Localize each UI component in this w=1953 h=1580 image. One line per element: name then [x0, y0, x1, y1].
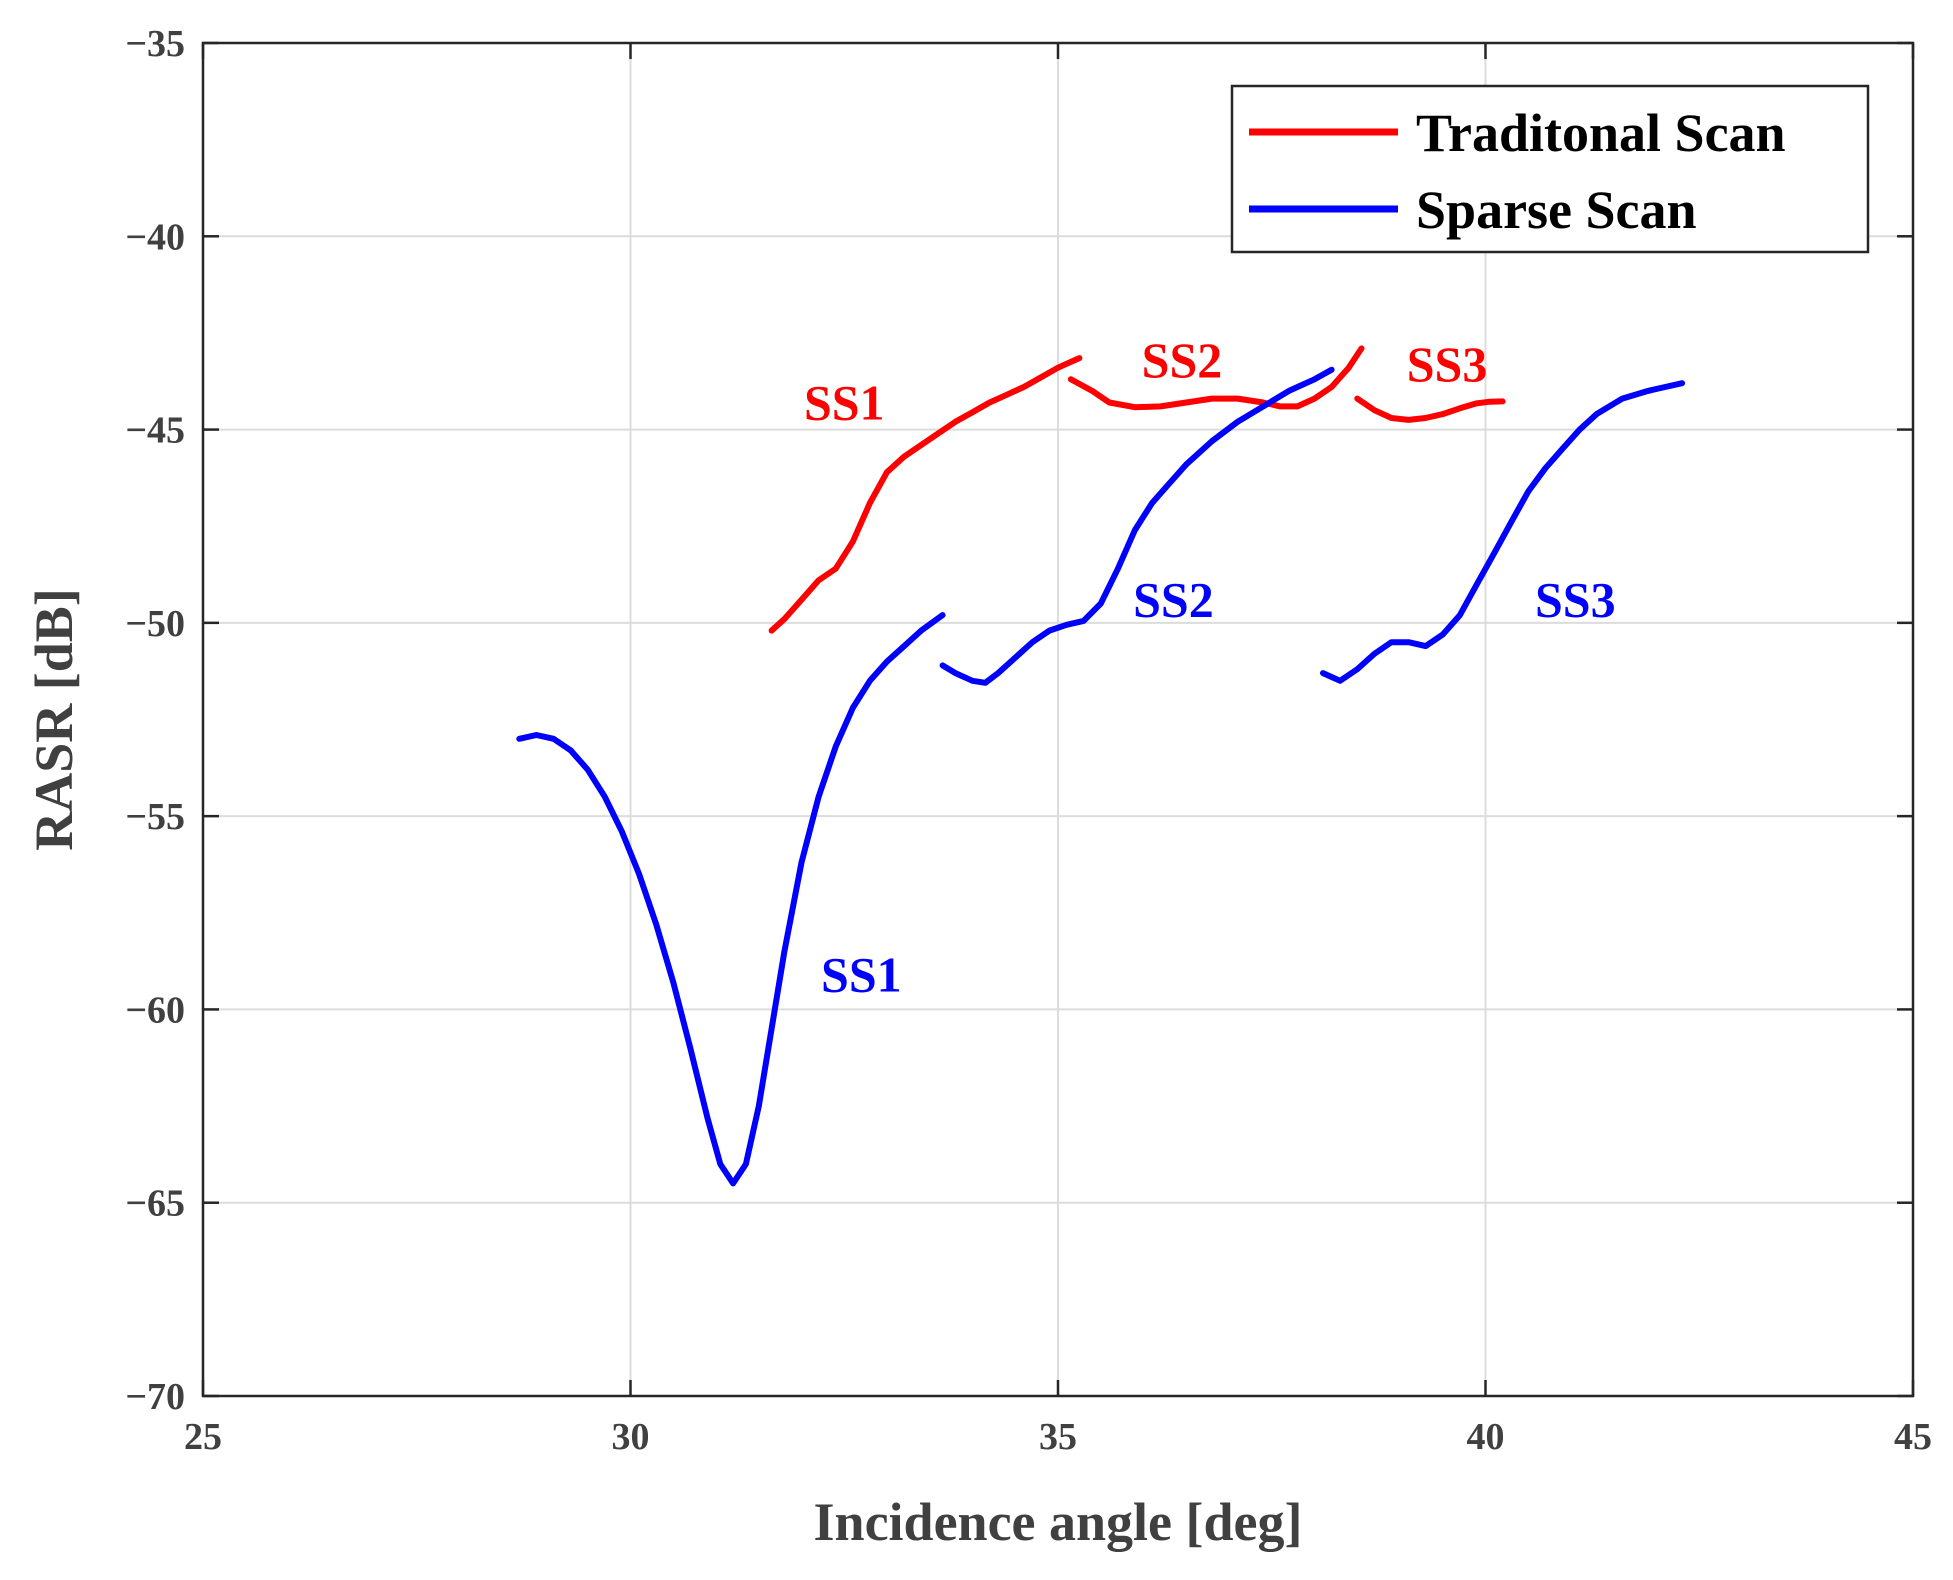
annotation-ss3: SS3 — [1535, 572, 1616, 628]
y-axis-title: RASR [dB] — [24, 588, 84, 851]
x-tick-label: 35 — [1039, 1416, 1077, 1458]
series-line-sparse-scan-ss1 — [516, 612, 946, 1187]
y-tick-label: −70 — [125, 1376, 185, 1418]
grid-lines — [202, 42, 1914, 1397]
series-line-sparse-scan-ss2 — [939, 366, 1335, 686]
y-tick-label: −60 — [125, 989, 185, 1031]
x-tick-label: 45 — [1894, 1416, 1932, 1458]
x-tick-label: 40 — [1467, 1416, 1505, 1458]
series-line-traditonal-scan-ss2 — [1067, 345, 1365, 411]
annotation-ss2: SS2 — [1142, 332, 1223, 388]
annotation-ss2: SS2 — [1133, 572, 1214, 628]
y-tick-label: −55 — [125, 796, 185, 838]
y-tick-label: −35 — [125, 23, 185, 65]
annotation-ss1: SS1 — [821, 947, 902, 1003]
annotation-ss1: SS1 — [804, 375, 885, 431]
x-tick-label: 25 — [184, 1416, 222, 1458]
legend-label-traditional-scan: Traditonal Scan — [1416, 103, 1786, 163]
series-line-sparse-scan-ss3 — [1320, 380, 1686, 684]
legend-label-sparse-scan: Sparse Scan — [1416, 180, 1697, 240]
x-axis-title: Incidence angle [deg] — [814, 1492, 1303, 1552]
y-tick-label: −45 — [125, 410, 185, 452]
axis-ticks: 25 30 35 40 45 −70 −65 −60 −55 −50 −45 −40 −35 — [125, 23, 1932, 1458]
series-line-traditonal-scan-ss3 — [1354, 395, 1506, 423]
series-layer — [516, 345, 1686, 1187]
y-tick-label: −50 — [125, 603, 185, 645]
y-tick-label: −65 — [125, 1183, 185, 1225]
x-tick-label: 30 — [612, 1416, 650, 1458]
y-tick-label: −40 — [125, 216, 185, 258]
series-line-traditonal-scan-ss1 — [768, 355, 1083, 634]
segment-annotations: SS1 SS2 SS3 SS1 SS2 SS3 — [804, 332, 1616, 1003]
legend-box — [1230, 84, 1870, 254]
legend: Traditonal Scan Sparse Scan — [1230, 84, 1870, 254]
annotation-ss3: SS3 — [1407, 336, 1488, 392]
